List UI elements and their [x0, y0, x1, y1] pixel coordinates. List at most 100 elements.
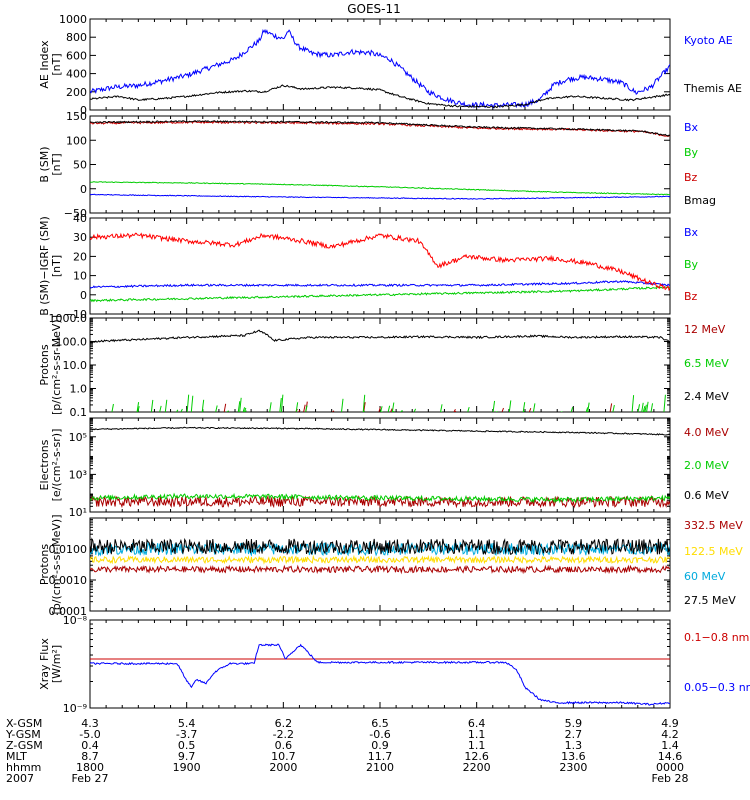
panel-frame: [89, 517, 671, 612]
series-6-5-mev: [650, 403, 654, 412]
series-6-5-mev: [532, 403, 536, 412]
series-2-4-mev: [90, 329, 670, 344]
axis-row-label: Y-GSM: [5, 728, 41, 741]
y-tick-label: 0: [80, 104, 87, 117]
y-tick-label: 100.0: [56, 336, 88, 349]
series-4-0-mev: [90, 494, 670, 509]
y-axis-label: Protons: [38, 544, 51, 585]
series-2-0-mev: [90, 492, 670, 504]
axis-row-value: 1.3: [565, 739, 583, 752]
legend-entry: 0.1−0.8 nm: [684, 631, 749, 644]
panel-3: −10 0 10 20 30 40 B (SM)−IGRF (SM) [nT]: [38, 212, 671, 321]
axis-row-value: -2.2: [273, 728, 294, 741]
series-6-5-mev: [215, 405, 218, 412]
legend-entry: Bx: [684, 226, 699, 239]
series-12-mev: [332, 410, 335, 412]
y-tick-label: 10: [73, 270, 87, 283]
y-tick-label: 800: [66, 31, 87, 44]
axis-row-value: Feb 28: [652, 772, 689, 785]
legend-entry: By: [684, 146, 699, 159]
series-6-5-mev: [642, 406, 646, 412]
y-tick-label: 20: [73, 250, 87, 263]
series-6-5-mev: [280, 394, 284, 412]
series-12-mev: [390, 408, 393, 412]
y-axis-label: Xray Flux: [38, 638, 51, 690]
series-6-5-mev: [243, 407, 247, 412]
y-axis-label: [W/m²]: [50, 645, 63, 683]
axis-row-value: 1.4: [661, 739, 679, 752]
series-6-5-mev: [305, 405, 308, 412]
y-tick-label: 200: [66, 86, 87, 99]
series-6-5-mev: [164, 399, 168, 412]
legend-entry: Themis AE: [683, 82, 742, 95]
axis-row-value: 9.7: [178, 750, 196, 763]
panel-4: 0.1 1.0 10.0 100.0 1000.0 Protons [p/(cm²-s-sr…: [38, 312, 671, 419]
series-6-5-mev: [570, 407, 574, 412]
axis-row-value: 1.1: [468, 739, 486, 752]
axis-row-value: 1800: [76, 761, 104, 774]
y-tick-label: 600: [66, 49, 87, 62]
series-6-5-mev: [186, 394, 190, 412]
series-12-mev: [298, 409, 301, 412]
y-tick-label: 0.0010: [49, 574, 88, 587]
axis-row-value: -0.6: [369, 728, 390, 741]
series-6-5-mev: [237, 401, 241, 412]
series-6-5-mev: [646, 401, 649, 412]
legend-entry: Bz: [684, 290, 698, 303]
series-0-6-mev: [90, 426, 670, 436]
series-themis-ae: [90, 84, 670, 109]
series-6-5-mev: [391, 402, 395, 412]
panel-1: 0 200 400 600 800 1000 AE Index [nT]: [38, 13, 671, 117]
axis-row-value: Feb 27: [72, 772, 109, 785]
axis-row-value: 2300: [559, 761, 587, 774]
axis-row-label: 2007: [6, 772, 34, 785]
series-332-5-mev: [90, 564, 670, 575]
series-6-5-mev: [175, 409, 179, 412]
series-6-5-mev: [295, 402, 299, 412]
series-6-5-mev: [631, 395, 635, 412]
legend-entry: 2.0 MeV: [684, 459, 729, 472]
series-6-5-mev: [612, 404, 615, 412]
legend-entry: Bz: [684, 171, 698, 184]
axis-row-value: 5.9: [565, 717, 583, 730]
y-tick-label: 10.0: [63, 359, 88, 372]
y-tick-label: 10⁵: [69, 431, 87, 444]
series-6-5-mev: [587, 402, 590, 412]
y-tick-label: 30: [73, 231, 87, 244]
panel-2: −50 0 50 100 150 B (SM) [nT]: [38, 110, 671, 220]
y-tick-label: 50: [73, 159, 87, 172]
axis-row-value: 2.7: [565, 728, 583, 741]
y-tick-label: 400: [66, 68, 87, 81]
y-axis-label: [nT]: [50, 153, 63, 175]
series-by: [90, 181, 670, 196]
legends: Kyoto AE Themis AE Bx By Bz Bmag Bx By Bz 12 MeV 6…: [683, 34, 750, 694]
series-6-5-mev: [522, 402, 526, 412]
y-axis-label: B (SM): [38, 146, 51, 182]
axis-row-label: X-GSM: [6, 717, 42, 730]
legend-entry: Kyoto AE: [684, 34, 733, 47]
y-tick-label: 150: [66, 110, 87, 123]
axis-row-value: -3.7: [176, 728, 197, 741]
axis-row-value: 4.9: [661, 717, 679, 730]
axis-row-value: 10.7: [271, 750, 296, 763]
y-tick-label: −50: [64, 207, 87, 220]
y-tick-label: 10⁻⁹: [63, 702, 87, 715]
axis-row-label: hhmm: [6, 761, 41, 774]
y-tick-label: 0: [80, 183, 87, 196]
y-tick-label: 0: [80, 289, 87, 302]
panel-frame: [89, 217, 671, 315]
axis-row-value: 4.2: [661, 728, 679, 741]
series-6-5-mev: [508, 400, 512, 412]
series-6-5-mev: [244, 410, 247, 412]
y-tick-label: 10¹: [69, 506, 87, 519]
axis-row-value: 14.6: [658, 750, 683, 763]
y-axis-label: Electrons: [38, 439, 51, 490]
y-tick-label: 1.0: [70, 383, 88, 396]
series-6-5-mev: [586, 410, 589, 412]
axis-row-label: MLT: [6, 750, 27, 763]
axis-row-value: -5.0: [79, 728, 100, 741]
series-kyoto-ae: [90, 28, 670, 110]
series-6-5-mev: [190, 395, 194, 412]
